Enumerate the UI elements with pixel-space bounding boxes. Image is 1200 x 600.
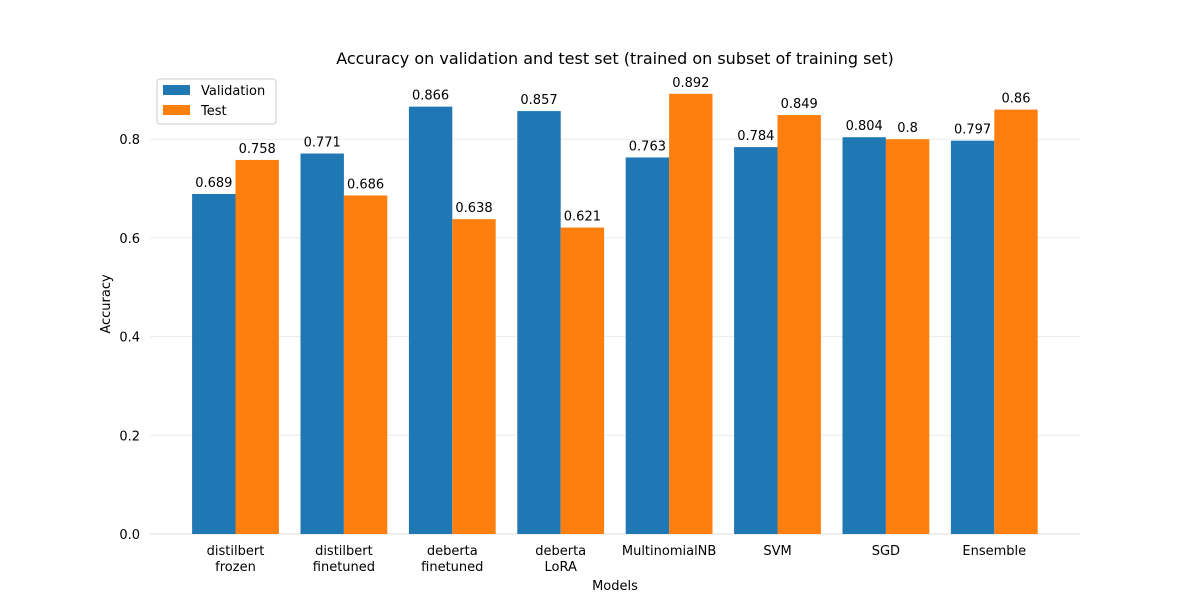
- bar-validation: [950, 140, 995, 535]
- legend: Validation Test: [156, 78, 277, 125]
- x-tick-label: Ensemble: [962, 544, 1026, 559]
- x-axis-label: Models: [592, 579, 638, 594]
- x-tick-label: distilbert frozen: [207, 544, 265, 575]
- bar-value-label: 0.621: [564, 210, 601, 225]
- y-axis-ticks: 0.0 0.2 0.4 0.6 0.8: [119, 133, 140, 543]
- bar-value-labels: 0.689 0.758 0.771 0.686 0.866 0.638 0.857 0.621…: [195, 76, 1030, 225]
- y-axis-label: Accuracy: [99, 274, 114, 334]
- bar-value-label: 0.686: [347, 177, 384, 192]
- bar-value-label: 0.804: [846, 119, 883, 134]
- y-tick-label: 0.8: [119, 133, 140, 148]
- bar-value-label: 0.638: [455, 201, 492, 216]
- bar-value-label: 0.771: [304, 136, 341, 151]
- bar-value-label: 0.784: [737, 129, 774, 144]
- bar-test: [777, 115, 821, 535]
- x-tick-label: SGD: [872, 544, 900, 559]
- bar-value-label: 0.8: [897, 121, 918, 136]
- bar-value-label: 0.797: [954, 123, 991, 138]
- bar-test: [669, 93, 713, 534]
- bar-validation: [734, 147, 778, 534]
- bar-test: [452, 219, 496, 534]
- x-tick-label: deberta finetuned: [421, 544, 483, 575]
- bar-test: [343, 195, 388, 535]
- gridlines: [150, 138, 1080, 535]
- bar-validation: [300, 153, 344, 534]
- legend-swatch-validation: [163, 85, 190, 95]
- legend-label-validation: Validation: [201, 84, 265, 99]
- x-tick-label: deberta LoRA: [535, 544, 586, 575]
- bar-test: [994, 109, 1038, 534]
- bar-test: [560, 227, 605, 534]
- x-tick-label: SVM: [763, 544, 791, 559]
- bar-test: [235, 159, 279, 534]
- x-tick-label: distilbert finetuned: [313, 544, 375, 575]
- bar-value-label: 0.758: [239, 142, 276, 157]
- chart-title: Accuracy on validation and test set (tra…: [336, 49, 894, 68]
- legend-swatch-test: [163, 105, 190, 115]
- bar-validation: [625, 157, 670, 534]
- x-tick-label: MultinomialNB: [622, 544, 716, 559]
- bar-validation: [517, 111, 561, 535]
- bar-value-label: 0.86: [1002, 92, 1031, 107]
- bar-validation: [408, 106, 453, 534]
- y-tick-label: 0.2: [119, 429, 140, 444]
- bar-value-label: 0.857: [520, 93, 557, 108]
- bar-value-label: 0.849: [781, 97, 818, 112]
- bar-value-label: 0.892: [672, 76, 709, 91]
- y-tick-label: 0.6: [119, 232, 140, 247]
- bar-validation: [192, 193, 236, 534]
- x-axis-ticks: distilbert frozen distilbert finetuned deber…: [207, 544, 1027, 575]
- bar-test: [885, 139, 930, 534]
- legend-label-test: Test: [200, 104, 227, 119]
- bar-value-label: 0.866: [412, 89, 449, 104]
- bar-value-label: 0.763: [629, 139, 666, 154]
- y-tick-label: 0.4: [119, 331, 140, 346]
- y-tick-label: 0.0: [119, 528, 140, 543]
- bar-value-label: 0.689: [195, 176, 232, 191]
- bar-validation: [842, 137, 886, 534]
- bars: [192, 93, 1038, 535]
